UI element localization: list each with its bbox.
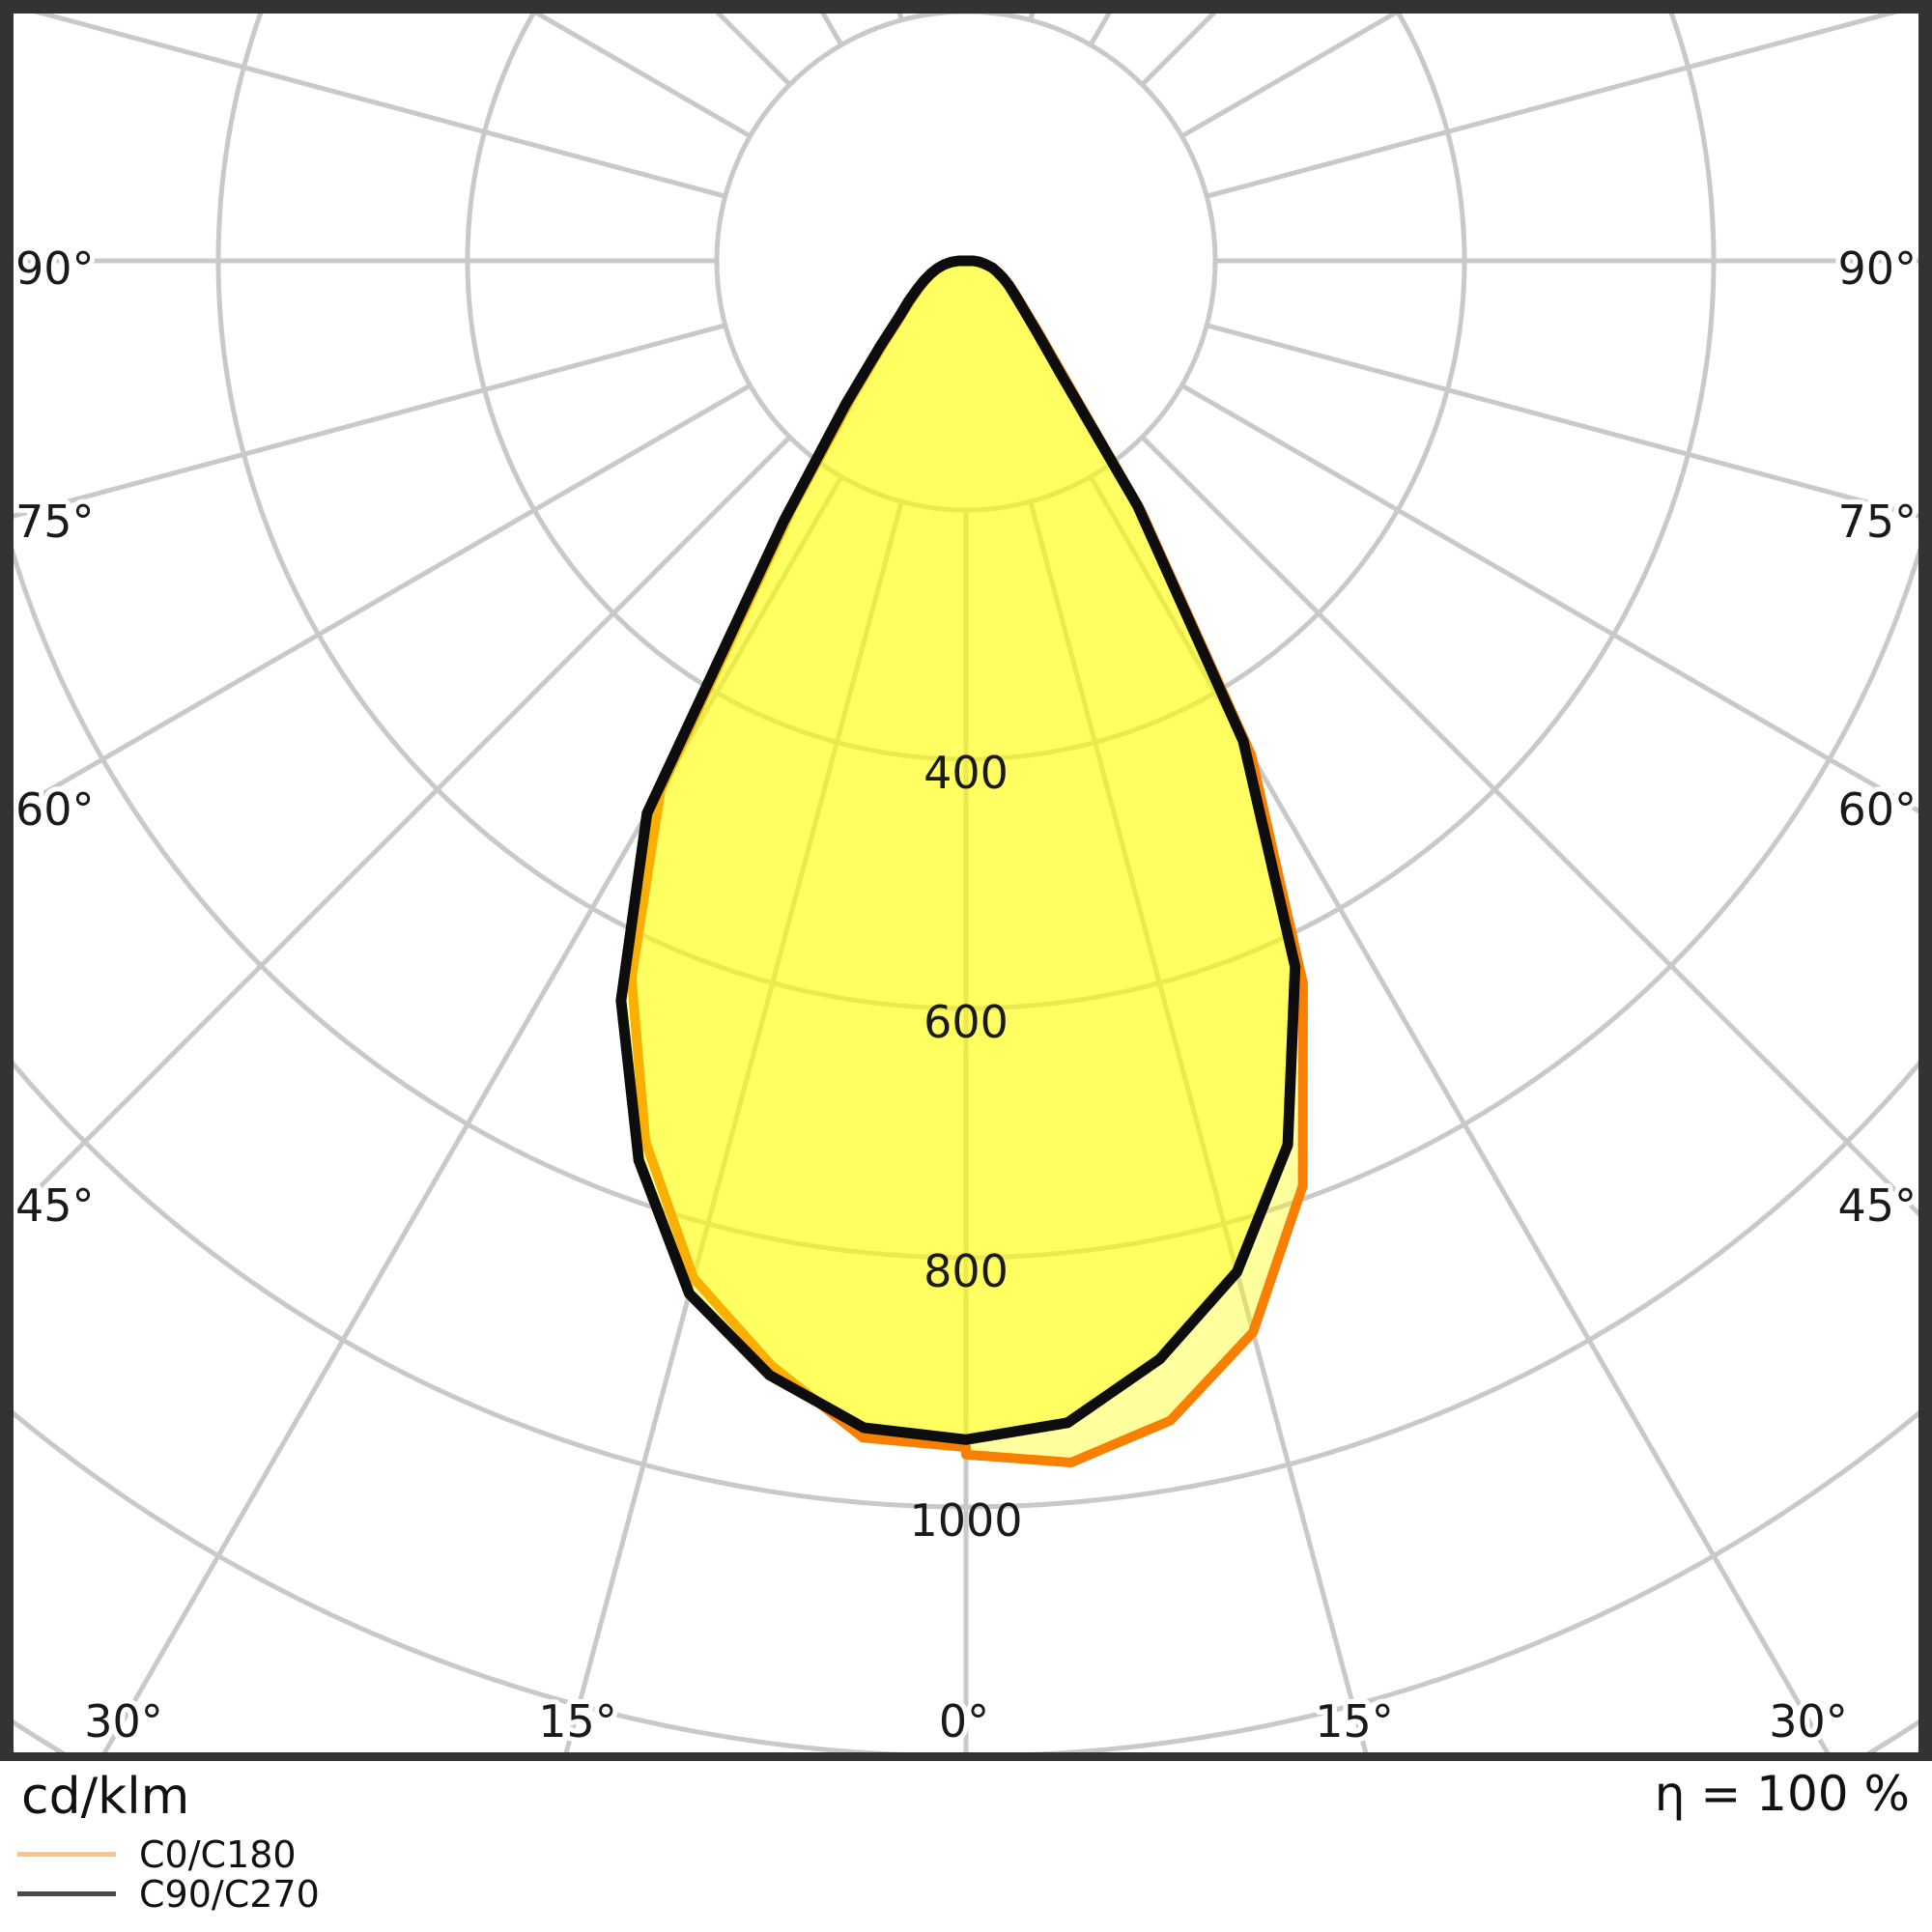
ring-tick-labels: 400 600 800 1000 <box>909 747 1022 1547</box>
angle-label-bottom-15: 15° <box>1315 1695 1394 1747</box>
grid-ray-345 <box>563 500 904 1753</box>
angle-tick-labels: 90° 75° 60° 45° 90° 75° 60° 45° 30° 15° 0° 15° 30° <box>11 238 1921 1752</box>
grid-ray-45 <box>1140 435 1918 1217</box>
angle-label-bottom-0: 0° <box>939 1695 989 1747</box>
angle-label-left-60: 60° <box>15 783 95 836</box>
grid-ray-120 <box>1180 14 1400 139</box>
legend-line-swatch-c0-c180 <box>17 1852 116 1857</box>
grid-ray-240 <box>532 14 752 139</box>
grid-ray-60 <box>1180 383 1918 814</box>
angle-label-left-45: 45° <box>15 1179 95 1232</box>
angle-label-right-90: 90° <box>1837 242 1917 295</box>
grid-ray-255 <box>33 14 726 199</box>
grid-ray-105 <box>1206 14 1899 199</box>
angle-label-left-90: 90° <box>15 242 95 295</box>
intensity-curves <box>615 255 1308 1467</box>
grid-ray-30 <box>1088 475 1831 1753</box>
ring-label-600: 600 <box>923 996 1009 1048</box>
plot-border <box>0 0 1932 1761</box>
legend-line-swatch-c90-c270 <box>17 1891 116 1896</box>
border-top <box>0 0 1932 14</box>
ring-label-800: 800 <box>923 1245 1009 1297</box>
grid-ray-75 <box>1206 323 1918 519</box>
legend-label-c90-c270: C90/C270 <box>139 1872 320 1916</box>
grid-ray-315 <box>14 435 792 1217</box>
legend: C0/C180 C90/C270 <box>17 1834 320 1914</box>
radial-unit-label: cd/klm <box>21 1768 190 1826</box>
angle-label-bottom-15: 15° <box>538 1695 617 1747</box>
grid-ray-15 <box>1028 500 1369 1753</box>
angle-label-right-75: 75° <box>1837 496 1917 548</box>
legend-item-c90-c270: C90/C270 <box>17 1874 320 1914</box>
legend-label-c0-c180: C0/C180 <box>139 1833 297 1876</box>
efficiency-label: η = 100 % <box>1654 1766 1910 1822</box>
legend-item-c0-c180: C0/C180 <box>17 1834 320 1874</box>
angle-label-bottom-30: 30° <box>1769 1695 1848 1747</box>
ring-label-1000: 1000 <box>909 1494 1022 1547</box>
angle-label-right-60: 60° <box>1837 783 1917 836</box>
border-right <box>1918 0 1932 1761</box>
border-bottom <box>0 1752 1932 1761</box>
grid-ray-285 <box>14 323 726 519</box>
grid-ray-300 <box>14 383 752 814</box>
angle-label-right-45: 45° <box>1837 1179 1917 1232</box>
angle-label-left-75: 75° <box>15 496 95 548</box>
curve-c90-c270 <box>615 255 1301 1445</box>
ring-label-400: 400 <box>923 747 1009 799</box>
border-left <box>0 0 14 1761</box>
angle-label-bottom-30: 30° <box>84 1695 163 1747</box>
